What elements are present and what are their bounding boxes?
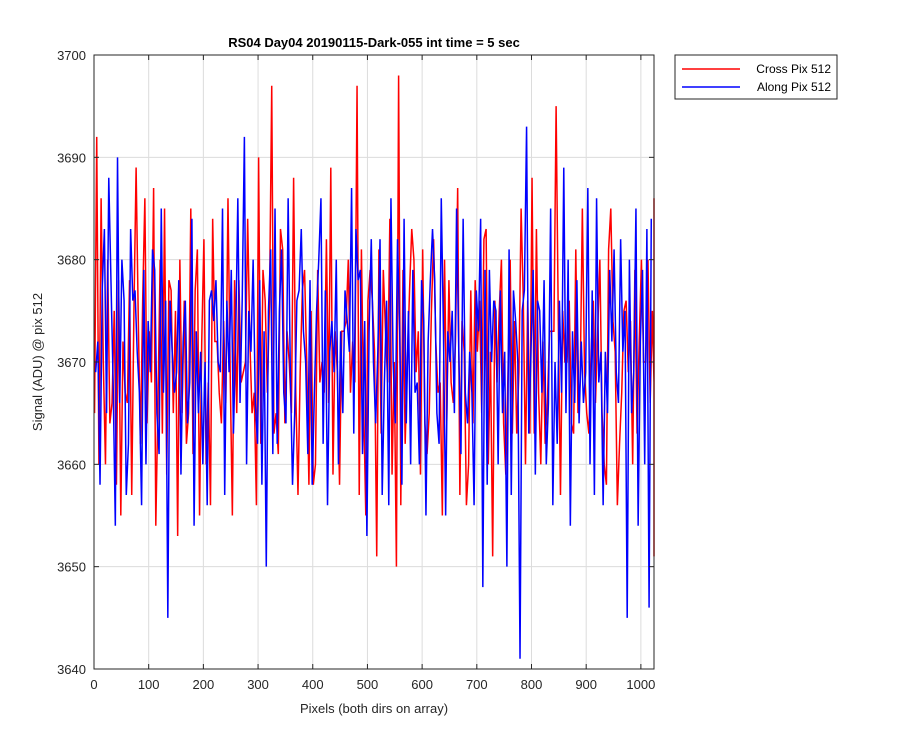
chart-title: RS04 Day04 20190115-Dark-055 int time = …: [228, 35, 520, 50]
legend-box: [674, 54, 838, 100]
x-tick-label: 600: [411, 677, 433, 692]
ticks: 0 100 200 300 400 500 600 700 800 900 1000 3640 3650…: [57, 48, 655, 692]
y-tick-label: 3650: [57, 560, 86, 575]
legend-label-cross: Cross Pix 512: [756, 62, 831, 76]
y-tick-label: 3680: [57, 253, 86, 268]
legend-label-along: Along Pix 512: [757, 80, 831, 94]
cross-pix-512-line: [93, 75, 655, 567]
y-axis-label: Signal (ADU) @ pix 512: [30, 293, 45, 431]
y-tick-label: 3670: [57, 355, 86, 370]
series-layer: [93, 75, 655, 659]
y-tick-label: 3690: [57, 150, 86, 165]
x-tick-label: 1000: [626, 677, 655, 692]
x-tick-label: 0: [90, 677, 97, 692]
x-tick-label: 900: [575, 677, 597, 692]
x-tick-label: 700: [466, 677, 488, 692]
x-tick-label: 300: [247, 677, 269, 692]
y-tick-label: 3660: [57, 457, 86, 472]
y-tick-label: 3640: [57, 662, 86, 677]
x-tick-label: 800: [521, 677, 543, 692]
x-tick-label: 500: [357, 677, 379, 692]
y-tick-label: 3700: [57, 48, 86, 63]
along-pix-512-line: [94, 126, 653, 659]
x-axis-label: Pixels (both dirs on array): [300, 701, 448, 716]
x-tick-label: 100: [138, 677, 160, 692]
x-tick-label: 400: [302, 677, 324, 692]
legend: Cross Pix 512 Along Pix 512: [674, 54, 838, 100]
x-tick-label: 200: [193, 677, 215, 692]
